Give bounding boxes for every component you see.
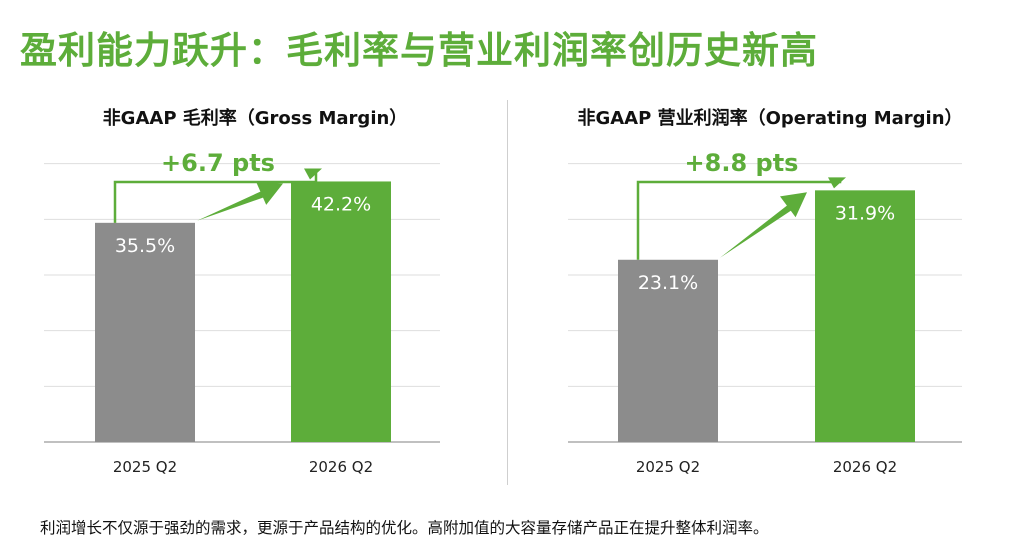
operating-margin-chart-svg: 23.1% 2025 Q2 31.9% 2026 Q2 +8.8 pts [568,149,962,476]
data-label: 23.1% [638,272,698,294]
bracket-arrowhead [828,177,846,189]
data-label: 31.9% [835,202,895,224]
bracket-arrowhead [304,168,322,180]
x-tick-label: 2025 Q2 [113,458,177,476]
x-tick-label: 2025 Q2 [636,458,700,476]
growth-arrow [197,181,283,221]
gross-margin-chart-svg: 35.5% 2025 Q2 42.2% 2026 Q2 +6.7 pts [44,149,440,476]
data-label: 35.5% [115,235,175,257]
bar-2025-q2 [618,259,718,442]
x-tick-label: 2026 Q2 [833,458,897,476]
x-tick-label: 2026 Q2 [309,458,373,476]
bar-2026-q2 [291,181,391,442]
chart-divider [507,100,508,485]
footnote: 利润增长不仅源于强劲的需求，更源于产品结构的优化。高附加值的大容量存储产品正在提… [40,519,769,537]
data-label: 42.2% [311,193,371,215]
chart-title: 非GAAP 营业利润率（Operating Margin） [577,108,963,129]
gross-margin-chart: 非GAAP 毛利率（Gross Margin） 35.5% 2025 Q2 42.2… [30,96,480,496]
page-title: 盈利能力跃升：毛利率与营业利润率创历史新高 [20,29,818,72]
bar-2026-q2 [815,190,915,442]
change-label: +8.8 pts [685,149,799,177]
chart-title: 非GAAP 毛利率（Gross Margin） [102,108,408,129]
growth-arrow [720,192,807,258]
operating-margin-chart: 非GAAP 营业利润率（Operating Margin） 23.1% 2025 … [550,96,990,496]
bar-2025-q2 [95,222,195,442]
change-bracket [636,180,842,260]
change-label: +6.7 pts [161,149,275,177]
change-bracket [113,171,318,223]
